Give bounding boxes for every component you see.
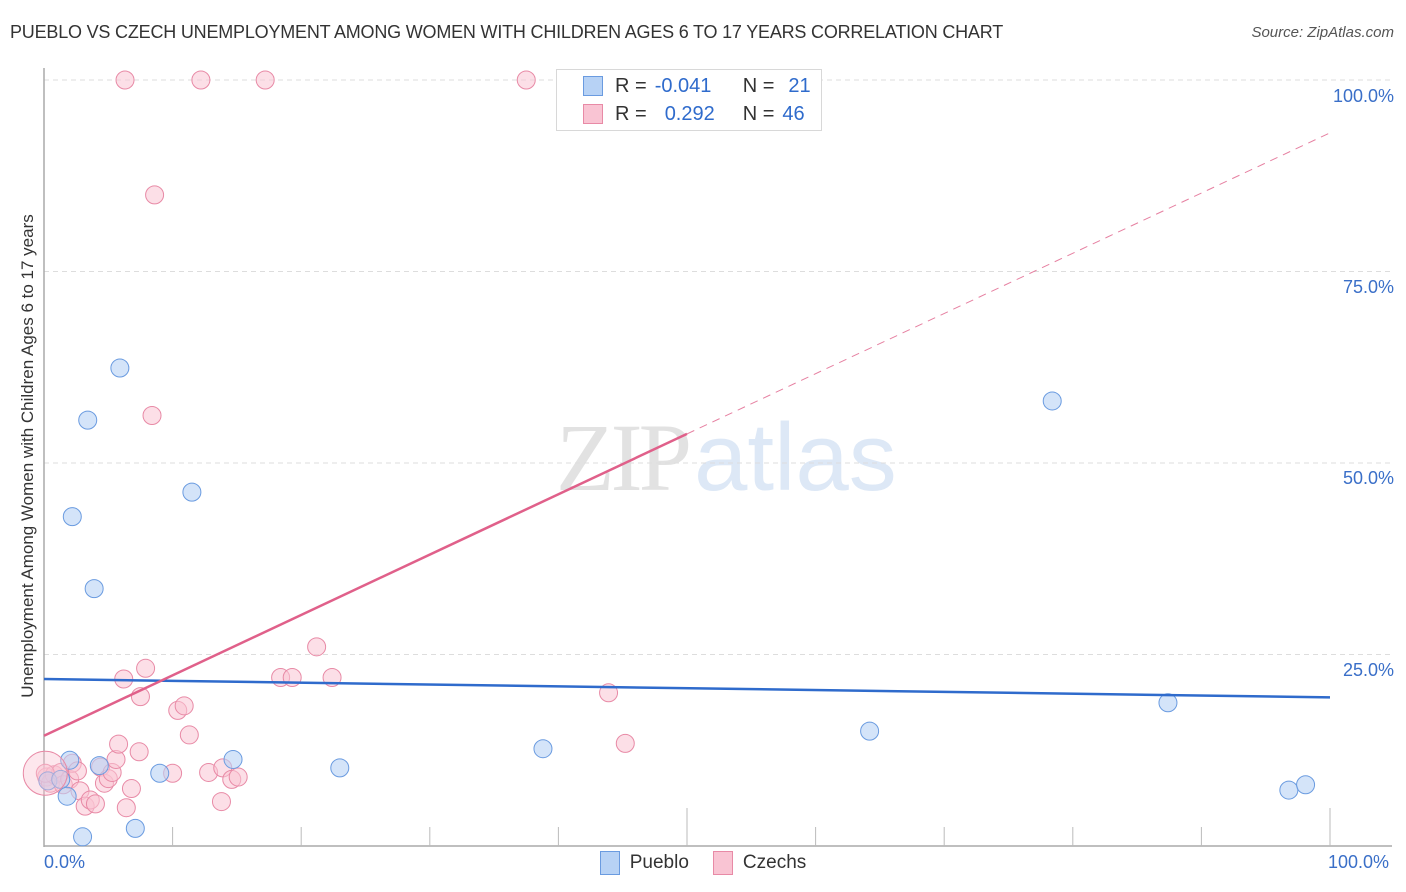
czechs-trend-line	[43, 432, 688, 737]
n-label: N =	[742, 74, 775, 97]
pueblo-data-point	[1158, 693, 1178, 713]
pueblo-data-point	[1279, 780, 1299, 800]
series-legend: Pueblo Czechs	[0, 851, 1406, 875]
czechs-data-point	[211, 792, 231, 812]
y-tick-50: 50.0%	[1342, 468, 1394, 488]
pueblo-data-point	[182, 482, 202, 502]
czechs-data-point-large	[22, 750, 68, 796]
pueblo-swatch-icon	[583, 76, 603, 96]
czechs-data-point	[116, 798, 136, 818]
legend-label-pueblo: Pueblo	[629, 852, 689, 873]
n-value-czechs: 46	[782, 102, 805, 125]
pueblo-data-point	[330, 758, 350, 778]
n-label: N =	[742, 102, 775, 125]
r-value-pueblo: -0.041	[654, 74, 712, 97]
pueblo-data-point	[125, 818, 145, 838]
pueblo-data-point	[533, 739, 553, 759]
pueblo-data-point	[860, 721, 880, 741]
pueblo-data-point	[223, 749, 243, 769]
czechs-data-point	[85, 794, 105, 814]
pueblo-data-point	[1296, 775, 1316, 795]
czechs-legend-swatch-icon	[712, 851, 733, 875]
czechs-data-point	[136, 658, 156, 678]
x-tick-100: 100.0%	[1328, 852, 1390, 872]
x-tick-0: 0.0%	[44, 852, 86, 872]
czechs-data-point	[516, 70, 536, 90]
y-tick-75: 75.0%	[1342, 277, 1394, 297]
pueblo-data-point	[84, 579, 104, 599]
czechs-swatch-icon	[583, 104, 603, 124]
pueblo-data-point	[57, 786, 77, 806]
czechs-data-point	[142, 406, 162, 426]
pueblo-trend-line	[43, 677, 1331, 699]
pueblo-legend-swatch-icon	[599, 851, 620, 875]
pueblo-data-point	[62, 507, 82, 527]
czechs-data-point	[228, 767, 248, 787]
czechs-data-point	[121, 779, 141, 799]
czechs-trend-extension	[686, 132, 1331, 435]
pueblo-data-point	[78, 410, 98, 430]
legend-item-pueblo[interactable]: Pueblo	[599, 851, 689, 875]
czechs-data-point	[307, 637, 327, 657]
pueblo-data-point	[73, 827, 93, 847]
r-label: R =	[615, 74, 647, 97]
r-label: R =	[615, 102, 647, 125]
czechs-data-point	[191, 70, 211, 90]
czechs-data-point	[255, 70, 275, 90]
pueblo-data-point	[150, 763, 170, 783]
pueblo-data-point	[89, 756, 109, 776]
source-label: Source: ZipAtlas.com	[1251, 24, 1394, 41]
legend-row-pueblo: R = -0.041 N = 21	[583, 73, 811, 99]
legend-row-czechs: R = 0.292 N = 46	[583, 101, 805, 127]
legend-item-czechs[interactable]: Czechs	[712, 851, 807, 875]
czechs-data-point	[115, 70, 135, 90]
czechs-data-point	[145, 185, 165, 205]
y-tick-100: 100.0%	[1332, 86, 1394, 106]
czechs-data-point	[174, 696, 194, 716]
czechs-data-point	[179, 725, 199, 745]
pueblo-data-point	[110, 358, 130, 378]
correlation-legend: R = -0.041 N = 21 R = 0.292 N = 46	[556, 69, 822, 131]
czechs-data-point	[615, 733, 635, 753]
pueblo-data-point	[1042, 391, 1062, 411]
chart-title: PUEBLO VS CZECH UNEMPLOYMENT AMONG WOMEN…	[10, 22, 1003, 42]
legend-label-czechs: Czechs	[742, 852, 807, 873]
czechs-data-point	[109, 734, 129, 754]
n-value-pueblo: 21	[788, 74, 811, 97]
r-value-czechs: 0.292	[664, 102, 715, 125]
czechs-data-point	[129, 742, 149, 762]
y-tick-25: 25.0%	[1342, 660, 1394, 680]
